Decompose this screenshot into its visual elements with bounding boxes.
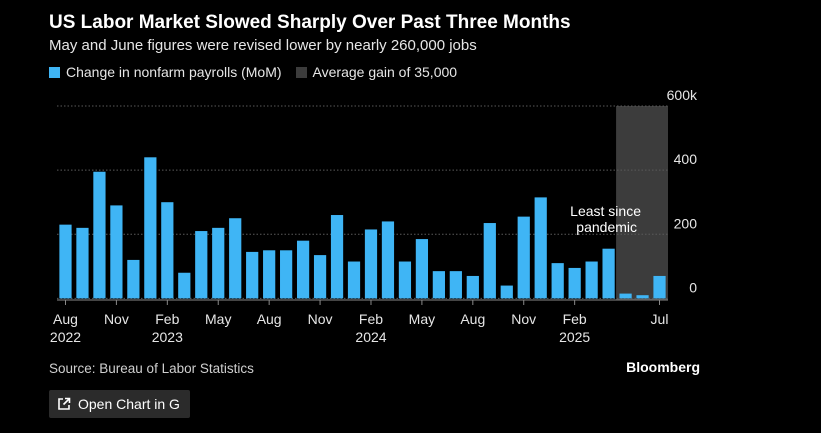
external-link-icon	[58, 397, 71, 410]
bar-jun-2025	[636, 295, 649, 299]
bar-jul-2025	[653, 275, 666, 299]
legend-label-average: Average gain of 35,000	[312, 64, 458, 80]
bar-apr-2023	[195, 231, 208, 299]
x-tick-label: Jul	[651, 311, 669, 327]
legend: Change in nonfarm payrolls (MoM) Average…	[49, 64, 471, 80]
y-tick-label: 200	[674, 215, 698, 231]
bar-feb-2025	[568, 267, 581, 299]
highlight-band	[616, 106, 668, 300]
x-tick-label: Nov	[104, 311, 129, 327]
bar-apr-2025	[602, 248, 615, 299]
x-tick-label: Aug	[53, 311, 78, 327]
bar-aug-2022	[59, 224, 72, 299]
legend-item-average: Average gain of 35,000	[295, 64, 458, 80]
y-tick-label: 0	[689, 279, 697, 295]
bar-aug-2024	[466, 275, 479, 299]
bar-nov-2024	[517, 216, 530, 299]
chart-title: US Labor Market Slowed Sharply Over Past…	[49, 12, 571, 33]
x-tick-label: Nov	[511, 311, 536, 327]
bar-jul-2024	[449, 271, 462, 299]
open-chart-label: Open Chart in G	[78, 396, 180, 412]
x-tick-label: May	[409, 311, 435, 327]
bloomberg-logo: Bloomberg	[626, 359, 700, 375]
legend-swatch-payrolls	[49, 66, 60, 78]
bar-jan-2024	[347, 261, 361, 299]
open-chart-button[interactable]: Open Chart in G	[49, 390, 190, 418]
annotation-line2: pandemic	[576, 219, 637, 235]
bar-may-2025	[619, 293, 632, 299]
x-tick-label: Aug	[460, 311, 485, 327]
x-tick-label: Nov	[308, 311, 333, 327]
bar-may-2023	[212, 227, 225, 299]
bar-jun-2023	[229, 218, 242, 299]
bar-mar-2025	[585, 261, 598, 299]
bar-mar-2024	[381, 221, 395, 299]
y-tick-label: 400	[674, 151, 698, 167]
bar-jun-2024	[432, 271, 445, 299]
bar-dec-2022	[127, 259, 140, 299]
bar-mar-2023	[178, 272, 191, 299]
bar-dec-2023	[330, 215, 344, 299]
bar-nov-2023	[313, 255, 327, 299]
bar-jul-2023	[246, 251, 259, 299]
annotation-line1: Least since	[570, 203, 641, 219]
x-tick-label: Feb	[563, 311, 587, 327]
bar-apr-2024	[398, 261, 412, 299]
legend-item-payrolls: Change in nonfarm payrolls (MoM)	[49, 64, 282, 80]
x-tick-year-label: 2023	[152, 329, 183, 345]
bar-feb-2024	[364, 229, 378, 299]
x-tick-label: Feb	[359, 311, 383, 327]
source-note: Source: Bureau of Labor Statistics	[49, 361, 254, 376]
bar-nov-2022	[110, 205, 123, 299]
bar-aug-2023	[263, 250, 276, 299]
legend-label-payrolls: Change in nonfarm payrolls (MoM)	[66, 64, 282, 80]
x-tick-year-label: 2025	[559, 329, 590, 345]
x-tick-year-label: 2024	[355, 329, 386, 345]
bar-sep-2024	[483, 223, 496, 299]
bar-feb-2023	[161, 202, 174, 299]
chart-subtitle: May and June figures were revised lower …	[49, 37, 477, 54]
x-tick-label: Aug	[257, 311, 282, 327]
bar-may-2024	[415, 239, 429, 299]
bar-jan-2025	[551, 263, 564, 299]
x-tick-label: Feb	[155, 311, 179, 327]
bar-oct-2024	[500, 285, 513, 299]
x-tick-label: May	[205, 311, 231, 327]
bar-sep-2023	[280, 250, 293, 299]
bar-sep-2022	[76, 227, 89, 299]
y-tick-label: 600k	[667, 87, 698, 103]
bar-jan-2023	[144, 157, 157, 299]
x-tick-year-label: 2022	[50, 329, 81, 345]
bar-oct-2022	[93, 171, 106, 299]
bar-oct-2023	[296, 240, 310, 299]
bar-dec-2024	[534, 197, 547, 299]
legend-swatch-average	[295, 66, 307, 78]
